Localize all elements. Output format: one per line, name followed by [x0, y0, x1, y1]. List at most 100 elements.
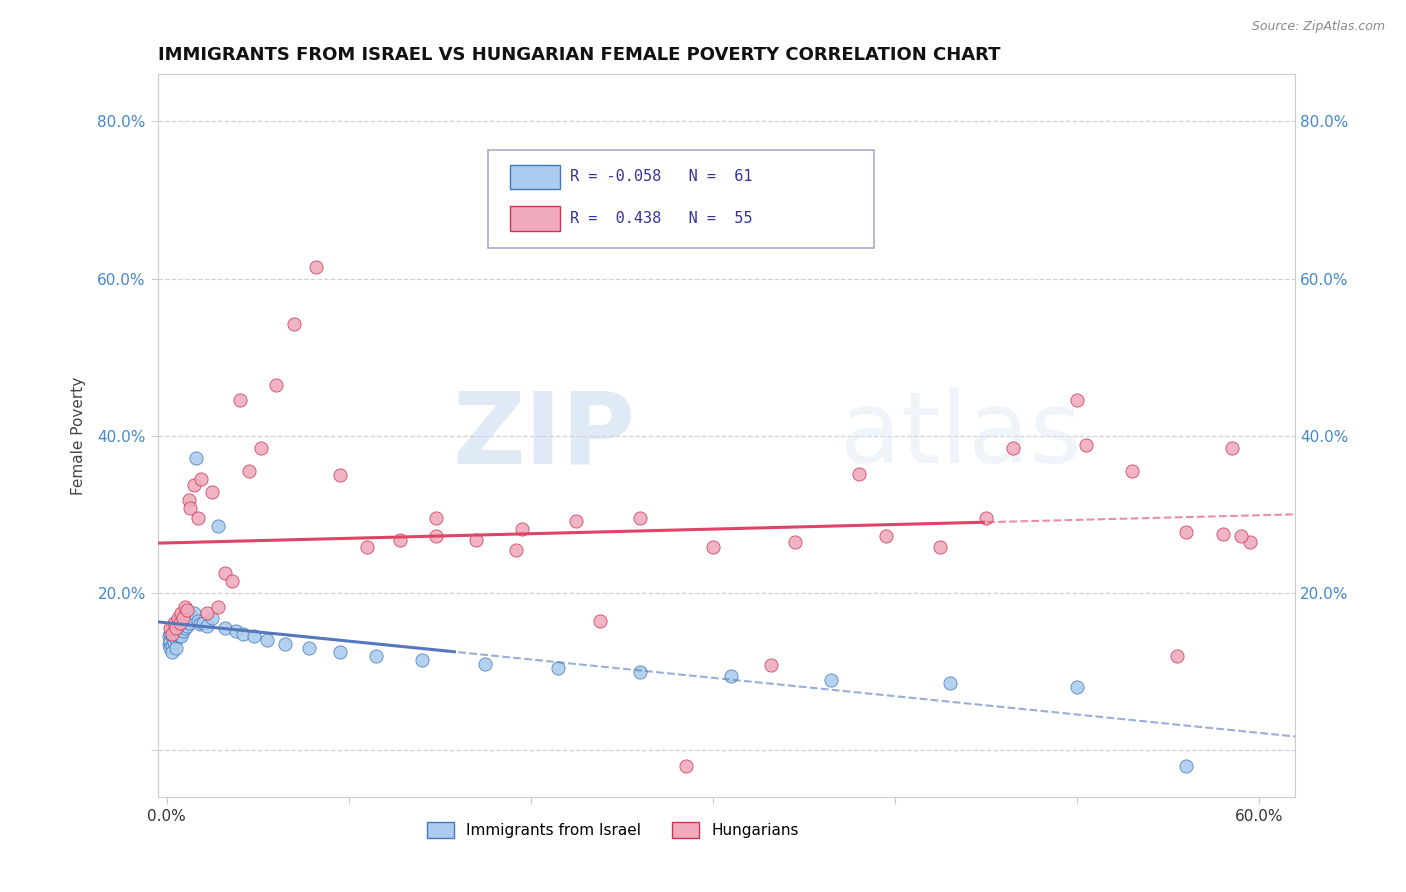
Point	[264, 377, 287, 392]
Point	[1121, 464, 1143, 478]
Point	[783, 535, 806, 549]
Point	[1074, 438, 1097, 452]
Point	[848, 467, 870, 481]
Point	[160, 627, 183, 641]
Point	[188, 617, 211, 632]
Point	[170, 614, 193, 628]
Point	[565, 514, 588, 528]
Point	[425, 529, 447, 543]
Point	[165, 632, 187, 646]
Point	[172, 615, 194, 630]
Point	[974, 511, 997, 525]
Point	[183, 606, 205, 620]
Point	[157, 629, 180, 643]
Text: atlas: atlas	[841, 387, 1083, 484]
Point	[176, 619, 198, 633]
Point	[170, 629, 193, 643]
Text: R =  0.438   N =  55: R = 0.438 N = 55	[569, 211, 752, 227]
Point	[166, 611, 188, 625]
Point	[174, 621, 197, 635]
Point	[1212, 527, 1234, 541]
Point	[163, 634, 186, 648]
Point	[465, 533, 488, 547]
Point	[1230, 529, 1253, 543]
Point	[228, 393, 250, 408]
Point	[675, 759, 697, 773]
Point	[184, 450, 207, 465]
Point	[366, 648, 388, 663]
Point	[720, 668, 742, 682]
Point	[176, 603, 198, 617]
Point	[177, 606, 200, 620]
Point	[190, 472, 212, 486]
Point	[329, 468, 352, 483]
Point	[177, 493, 200, 508]
Point	[157, 637, 180, 651]
Point	[243, 629, 266, 643]
Point	[1166, 648, 1188, 663]
Point	[176, 609, 198, 624]
Point	[201, 485, 224, 500]
Point	[1175, 759, 1198, 773]
FancyBboxPatch shape	[510, 164, 561, 189]
Point	[1002, 441, 1025, 455]
Point	[425, 511, 447, 525]
Y-axis label: Female Poverty: Female Poverty	[72, 376, 86, 495]
Point	[160, 629, 183, 643]
Point	[329, 645, 352, 659]
Point	[163, 627, 186, 641]
Point	[166, 614, 188, 628]
Point	[356, 541, 378, 555]
Point	[179, 609, 201, 624]
Point	[214, 566, 236, 581]
Point	[165, 641, 187, 656]
Point	[174, 600, 197, 615]
Point	[510, 522, 533, 536]
Point	[187, 511, 209, 525]
Point	[232, 627, 254, 641]
Point	[628, 511, 651, 525]
Point	[702, 541, 724, 555]
Point	[170, 621, 193, 635]
Point	[225, 624, 247, 638]
Point	[388, 533, 411, 547]
Point	[169, 629, 191, 643]
Legend: Immigrants from Israel, Hungarians: Immigrants from Israel, Hungarians	[420, 816, 806, 844]
FancyBboxPatch shape	[488, 150, 875, 248]
Point	[165, 624, 187, 638]
Point	[160, 640, 183, 654]
Point	[1175, 524, 1198, 539]
Point	[195, 619, 218, 633]
Point	[214, 621, 236, 635]
Point	[170, 606, 193, 620]
Point	[172, 624, 194, 638]
Point	[238, 464, 260, 478]
Point	[256, 633, 278, 648]
Point	[166, 629, 188, 643]
Point	[505, 542, 527, 557]
Point	[305, 260, 328, 274]
Point	[193, 615, 215, 630]
Point	[274, 637, 297, 651]
Point	[165, 621, 187, 635]
Point	[174, 611, 197, 625]
Text: ZIP: ZIP	[453, 387, 636, 484]
Point	[250, 441, 273, 455]
Point	[169, 615, 191, 630]
FancyBboxPatch shape	[510, 206, 561, 231]
Point	[181, 611, 204, 625]
Point	[298, 641, 321, 656]
Point	[221, 574, 243, 589]
Point	[159, 627, 181, 641]
Point	[207, 519, 229, 533]
Point	[169, 611, 191, 625]
Point	[411, 653, 433, 667]
Point	[207, 600, 229, 615]
Point	[160, 621, 183, 635]
Point	[201, 611, 224, 625]
Point	[159, 621, 181, 635]
Point	[875, 529, 897, 543]
Point	[159, 634, 181, 648]
Point	[187, 614, 209, 628]
Point	[820, 673, 842, 687]
